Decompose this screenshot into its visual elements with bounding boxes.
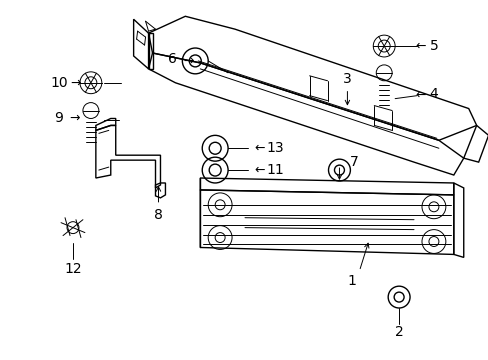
Text: →: → — [71, 76, 81, 89]
Text: 12: 12 — [64, 262, 81, 276]
Text: 11: 11 — [265, 163, 283, 177]
Text: ←: ← — [254, 163, 264, 176]
Text: 8: 8 — [154, 208, 163, 222]
Text: 7: 7 — [349, 155, 358, 169]
Text: ←: ← — [254, 142, 264, 155]
Text: ←: ← — [415, 89, 426, 102]
Text: 4: 4 — [428, 87, 437, 101]
Text: →: → — [183, 54, 193, 67]
Text: 10: 10 — [50, 76, 68, 90]
Text: →: → — [70, 112, 80, 125]
Text: 3: 3 — [343, 72, 351, 86]
Text: 9: 9 — [55, 112, 63, 126]
Text: ←: ← — [415, 40, 426, 53]
Text: 5: 5 — [428, 39, 437, 53]
Text: 1: 1 — [346, 274, 355, 288]
Text: 2: 2 — [394, 325, 403, 339]
Text: 13: 13 — [265, 141, 283, 155]
Text: 6: 6 — [168, 52, 177, 66]
